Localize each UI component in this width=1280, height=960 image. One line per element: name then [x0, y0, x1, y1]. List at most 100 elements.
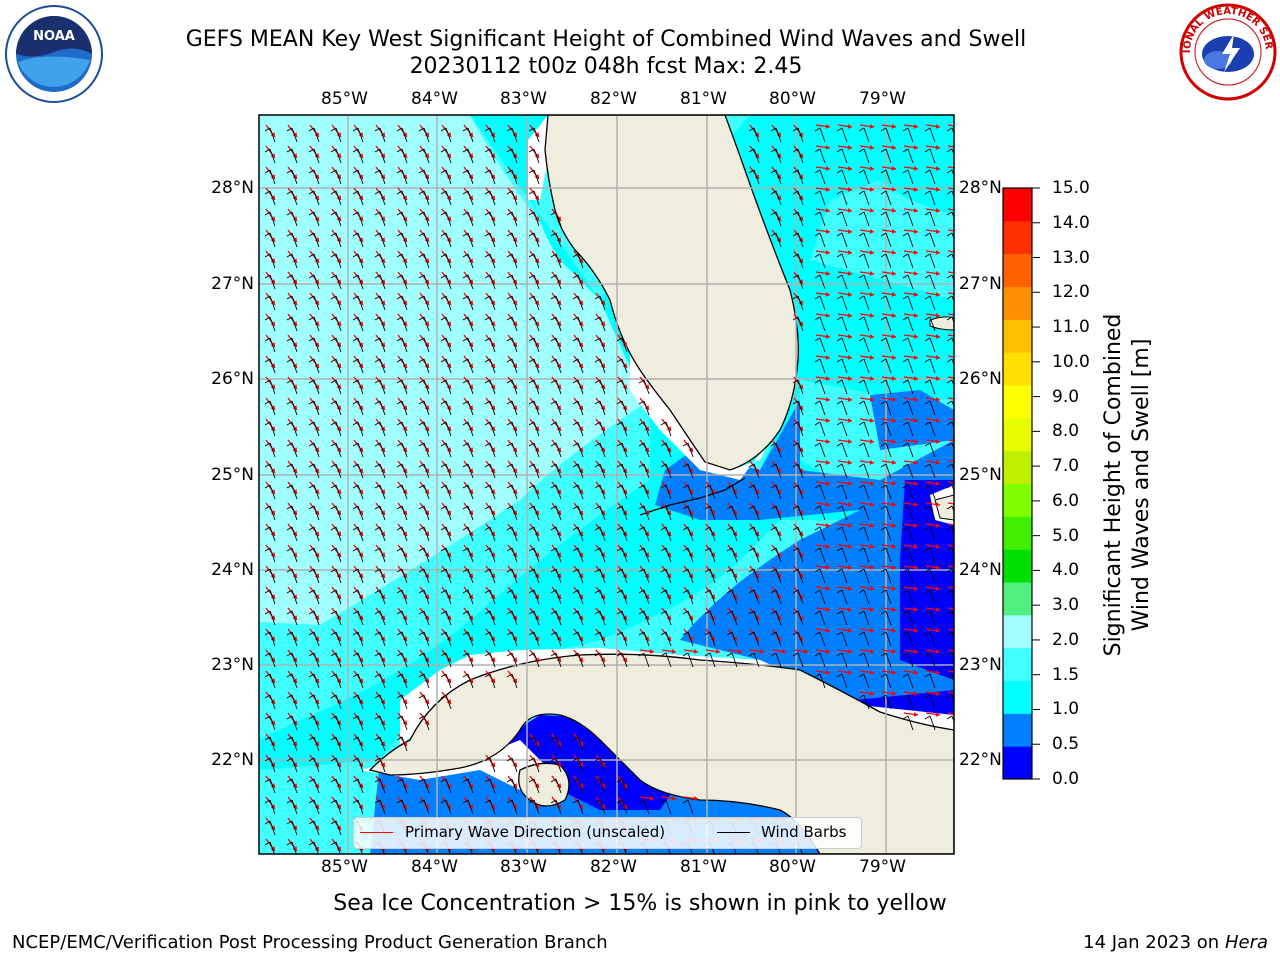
wind-barb [836, 610, 848, 626]
wave-arrow-head [759, 648, 764, 654]
wind-barb [924, 148, 936, 164]
footer-host: Hera [1224, 932, 1268, 953]
wind-barb [880, 232, 892, 248]
wind-barb [616, 652, 628, 668]
wave-arrow-head [891, 354, 896, 360]
wind-barb [858, 148, 870, 164]
wind-barb [682, 652, 694, 668]
wind-barb [924, 463, 936, 479]
wind-barb [638, 568, 650, 584]
wind-barb [374, 169, 386, 185]
wind-barb [286, 148, 298, 164]
lon-tick-top: 80°W [769, 89, 816, 109]
wave-arrow-head [847, 417, 852, 423]
wave-arrow-head [935, 396, 940, 402]
wind-barb [528, 253, 540, 269]
lon-tick-bottom: 82°W [590, 857, 637, 877]
wave-arrow-head [935, 480, 940, 486]
wave-arrow-head [891, 606, 896, 612]
wind-barb [550, 484, 562, 500]
wind-barb [616, 400, 628, 416]
wave-arrow-head [935, 459, 940, 465]
wind-barb [682, 484, 694, 500]
wave-arrow-head [935, 438, 940, 444]
map-legend: Primary Wave Direction (unscaled) Wind B… [353, 817, 862, 849]
wave-arrow-head [869, 417, 874, 423]
wind-barb [880, 127, 892, 143]
wind-barb [880, 148, 892, 164]
wind-barb [858, 211, 870, 227]
wind-barb [440, 295, 452, 311]
wind-barb [528, 547, 540, 563]
wave-arrow-head [891, 396, 896, 402]
wind-barb [484, 421, 496, 437]
wind-barb [462, 505, 474, 521]
wind-barb [264, 547, 276, 563]
wind-barb [264, 652, 276, 668]
wind-barb [902, 358, 914, 374]
wind-barb [528, 463, 540, 479]
wave-arrow-head [958, 418, 962, 423]
colorbar-tick-label: 0.5 [1052, 734, 1080, 755]
wind-barb [836, 253, 848, 269]
wind-barb [374, 421, 386, 437]
wind-barb [858, 400, 870, 416]
wind-barb [396, 589, 408, 605]
wind-barb [484, 778, 496, 794]
wind-barb [836, 295, 848, 311]
wave-arrow-head [913, 396, 918, 402]
wind-barb [946, 400, 954, 408]
wind-barb [440, 358, 452, 374]
wind-barb [352, 673, 364, 689]
wave-arrow-head [891, 648, 896, 654]
legend-wind-label: Wind Barbs [761, 823, 847, 841]
wind-barb [946, 274, 954, 282]
wind-barb [572, 757, 584, 773]
wind-barb [418, 232, 430, 248]
wind-barb [462, 232, 474, 248]
wind-barb [352, 610, 364, 626]
wind-barb [264, 589, 276, 605]
wind-barb [880, 631, 892, 647]
wind-barb [858, 631, 870, 647]
wind-barb [836, 169, 848, 185]
wave-arrow-head [847, 564, 852, 570]
wind-barb [858, 694, 870, 710]
wind-barb [814, 337, 826, 353]
wind-barb [264, 253, 276, 269]
wind-barb [528, 190, 540, 206]
lon-tick-top: 84°W [411, 89, 458, 109]
wind-barb [440, 673, 452, 689]
wind-barb [440, 547, 452, 563]
wind-barb [572, 358, 584, 374]
wind-barb [748, 463, 760, 479]
wind-barb [330, 358, 342, 374]
wave-arrow [947, 208, 954, 211]
wind-barb [946, 505, 954, 513]
wind-barb [594, 379, 606, 395]
wind-barb [264, 463, 276, 479]
wave-arrow-head [958, 250, 962, 255]
wind-barb [924, 547, 936, 563]
wave-arrow-head [825, 648, 830, 654]
wind-barb [572, 547, 584, 563]
wind-barb [902, 694, 914, 710]
wind-barb [726, 547, 738, 563]
wind-barb [528, 295, 540, 311]
wind-barb [308, 526, 320, 542]
wave-arrow [947, 544, 954, 547]
colorbar-bin [1003, 188, 1032, 222]
wind-barb [528, 232, 540, 248]
wind-barb [396, 694, 408, 710]
wind-barb [484, 379, 496, 395]
wind-barb [418, 568, 430, 584]
wave-arrow [947, 607, 954, 610]
wave-arrow-head [913, 375, 918, 381]
wave-arrow [947, 712, 954, 715]
wind-barb [814, 610, 826, 626]
wind-barb [462, 358, 474, 374]
wind-barb [528, 127, 540, 143]
wind-barb [308, 736, 320, 752]
wave-arrow-head [935, 543, 940, 549]
wind-barb [770, 190, 782, 206]
